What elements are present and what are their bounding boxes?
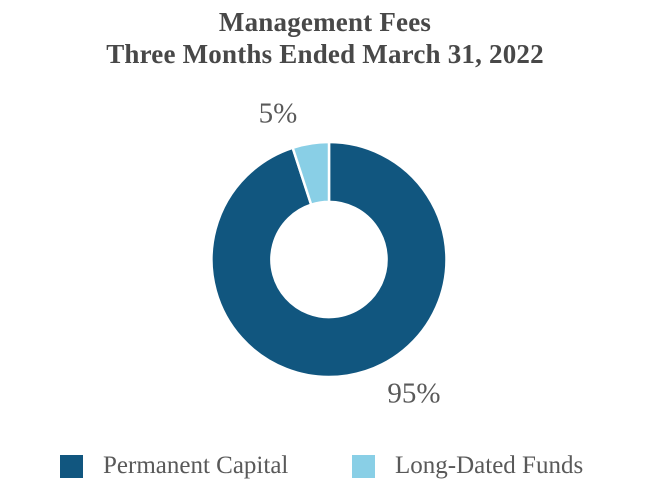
legend-item-long-dated-funds: Long-Dated Funds <box>352 452 583 480</box>
data-label-long-dated-funds: 5% <box>258 97 298 130</box>
slice-permanent-capital <box>210 140 448 379</box>
legend-label-permanent-capital: Permanent Capital <box>103 452 289 479</box>
chart-title-line2: Three Months Ended March 31, 2022 <box>106 39 544 69</box>
chart-title: Management Fees Three Months Ended March… <box>0 6 650 70</box>
legend-swatch-long-dated-funds <box>352 454 375 478</box>
legend-swatch-permanent-capital <box>60 454 83 478</box>
legend-item-permanent-capital: Permanent Capital <box>60 452 288 480</box>
slice-long-dated-funds <box>291 140 331 207</box>
chart-title-line1: Management Fees <box>218 7 432 37</box>
legend: Permanent Capital Long-Dated Funds <box>0 452 650 480</box>
data-label-permanent-capital: 95% <box>387 377 441 410</box>
legend-label-long-dated-funds: Long-Dated Funds <box>395 452 584 479</box>
